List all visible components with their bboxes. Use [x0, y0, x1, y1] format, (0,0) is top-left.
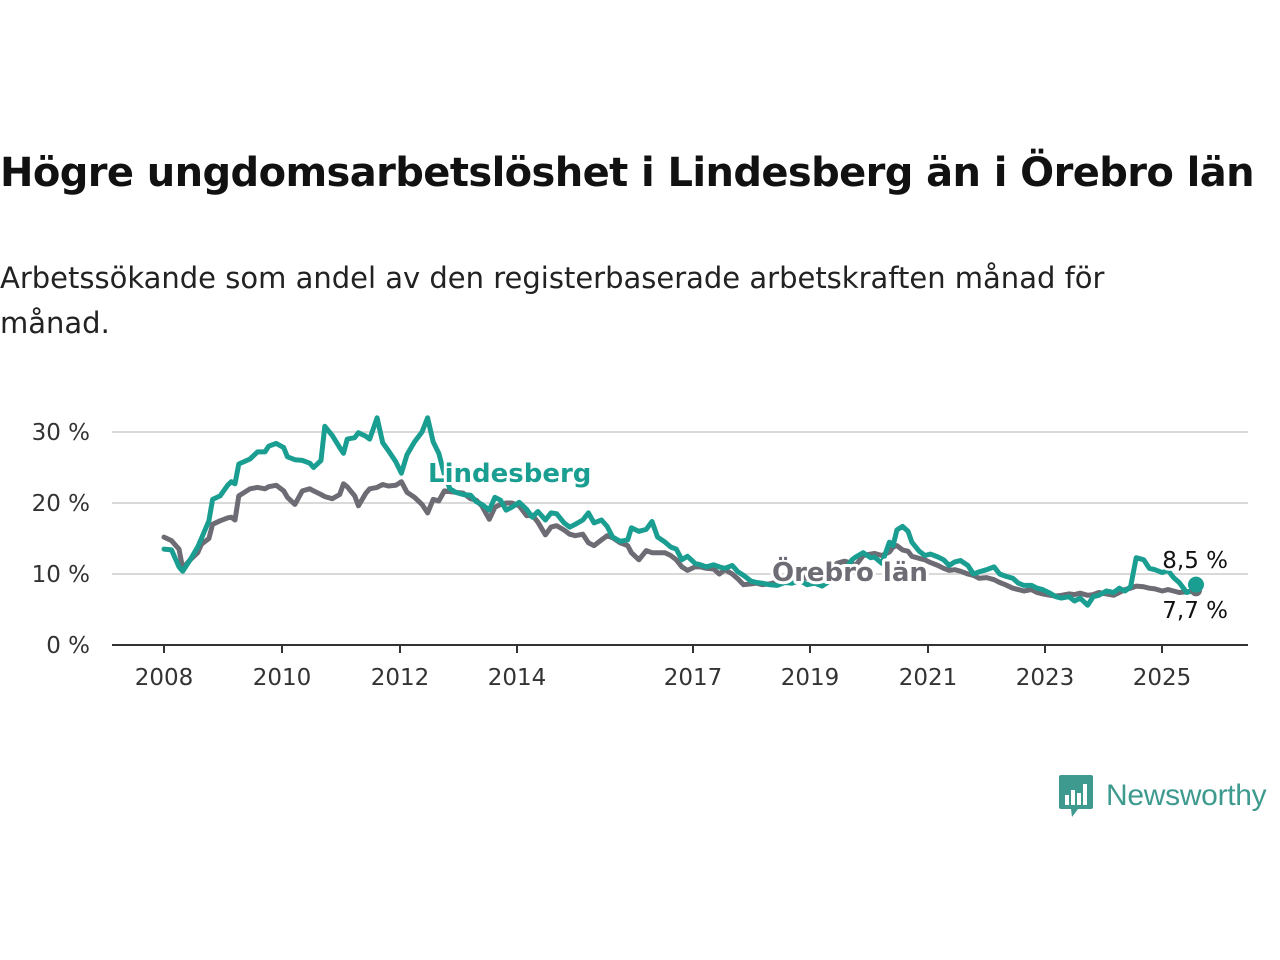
brand-name: Newsworthy	[1106, 779, 1267, 812]
x-tick-label: 2021	[899, 665, 958, 691]
x-tick-label: 2019	[781, 665, 840, 691]
end-point-marker	[1188, 576, 1204, 593]
series-line-orebro-lan	[161, 479, 1199, 599]
y-axis-ticks: 0 % 10 % 20 % 30 %	[32, 420, 90, 659]
y-tick-label: 20 %	[32, 491, 90, 517]
y-tick-label: 0 %	[46, 633, 90, 659]
x-tick-label: 2008	[135, 665, 194, 691]
x-tick-label: 2023	[1016, 665, 1075, 691]
end-value-label: 7,7 %	[1162, 598, 1228, 624]
line-chart: 0 % 10 % 20 % 30 % 2008 2010 2012 2014 2017 2019…	[32, 415, 1248, 691]
series-label: Lindesberg	[428, 459, 591, 489]
end-value-label: 8,5 %	[1162, 548, 1228, 574]
y-tick-label: 10 %	[32, 562, 90, 588]
x-axis: 2008 2010 2012 2014 2017 2019 2021 2023 2025	[112, 644, 1248, 691]
x-tick-label: 2017	[664, 665, 723, 691]
gridlines	[112, 431, 1248, 575]
x-tick-label: 2012	[371, 665, 430, 691]
chart-title: Högre ungdomsarbetslöshet i Lindesberg ä…	[0, 150, 1255, 196]
end-markers: 8,5 % 7,7 %	[1160, 546, 1231, 627]
bar-chart-speech-bubble-icon	[1059, 775, 1093, 817]
y-tick-label: 30 %	[32, 420, 90, 446]
series-labels: Lindesberg Örebro län	[425, 456, 931, 591]
series-lines	[161, 415, 1199, 608]
series-label: Örebro län	[772, 555, 928, 588]
x-tick-label: 2010	[253, 665, 312, 691]
brand-logo: Newsworthy	[1058, 772, 1267, 820]
series-line-lindesberg	[161, 415, 1199, 608]
chart-subtitle: Arbetssökande som andel av den registerb…	[0, 261, 1105, 340]
x-tick-label: 2025	[1133, 665, 1192, 691]
x-tick-label: 2014	[488, 665, 547, 691]
